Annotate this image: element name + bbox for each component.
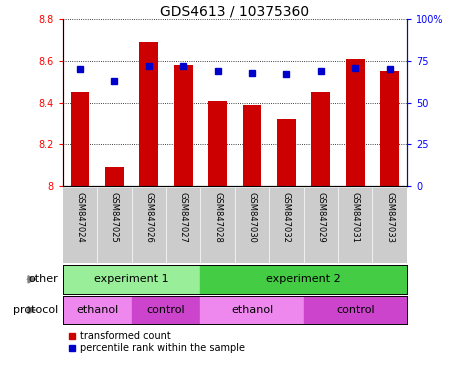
Bar: [200, 265, 407, 294]
Bar: [277, 119, 296, 186]
Text: GSM847024: GSM847024: [75, 192, 85, 243]
Bar: [243, 105, 261, 186]
Text: GSM847025: GSM847025: [110, 192, 119, 243]
Text: GSM847030: GSM847030: [247, 192, 257, 243]
Bar: [97, 188, 132, 263]
Text: GSM847031: GSM847031: [351, 192, 360, 243]
Text: GSM847028: GSM847028: [213, 192, 222, 243]
Text: GSM847033: GSM847033: [385, 192, 394, 243]
Text: other: other: [28, 274, 58, 285]
Bar: [346, 59, 365, 186]
Text: ethanol: ethanol: [231, 305, 273, 315]
Bar: [380, 71, 399, 186]
Text: experiment 1: experiment 1: [94, 274, 169, 285]
Bar: [208, 101, 227, 186]
Title: GDS4613 / 10375360: GDS4613 / 10375360: [160, 4, 309, 18]
Bar: [200, 188, 235, 263]
Bar: [140, 42, 158, 186]
Bar: [63, 188, 97, 263]
Legend: transformed count, percentile rank within the sample: transformed count, percentile rank withi…: [67, 331, 245, 353]
Bar: [269, 188, 304, 263]
Bar: [304, 296, 407, 324]
Text: GSM847032: GSM847032: [282, 192, 291, 243]
Bar: [174, 65, 193, 186]
Bar: [338, 188, 372, 263]
Bar: [372, 188, 407, 263]
Text: control: control: [146, 305, 186, 315]
Bar: [63, 296, 132, 324]
Text: ethanol: ethanol: [76, 305, 118, 315]
Text: GSM847027: GSM847027: [179, 192, 188, 243]
Bar: [132, 296, 200, 324]
Bar: [235, 188, 269, 263]
Bar: [312, 92, 330, 186]
Bar: [200, 296, 304, 324]
Bar: [166, 188, 200, 263]
Text: experiment 2: experiment 2: [266, 274, 341, 285]
Text: GSM847026: GSM847026: [144, 192, 153, 243]
Bar: [63, 265, 200, 294]
Text: GSM847029: GSM847029: [316, 192, 326, 243]
Bar: [105, 167, 124, 186]
Bar: [132, 188, 166, 263]
Text: control: control: [336, 305, 375, 315]
Bar: [71, 92, 89, 186]
Bar: [304, 188, 338, 263]
Text: protocol: protocol: [13, 305, 58, 315]
